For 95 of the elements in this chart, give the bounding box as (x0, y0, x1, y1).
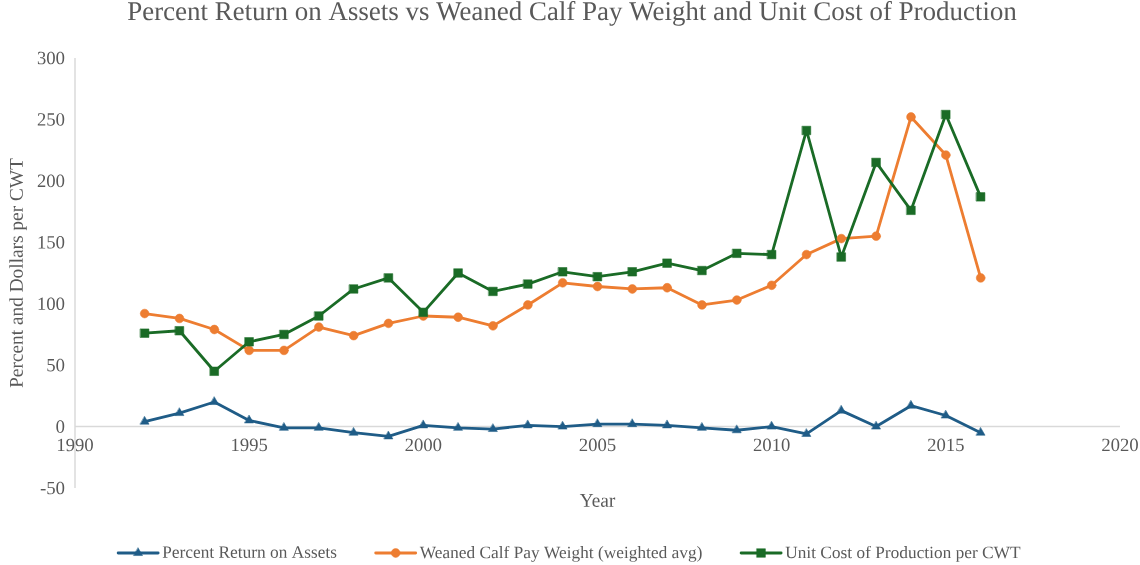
point (732, 424, 742, 434)
point (453, 268, 463, 278)
point (941, 410, 951, 419)
x-tick-label: 2010 (753, 438, 790, 452)
point (697, 300, 707, 310)
point (140, 328, 150, 338)
point (662, 258, 672, 268)
point (279, 329, 289, 339)
y-tick-label: 50 (47, 358, 65, 372)
point (349, 330, 359, 341)
point (140, 416, 150, 425)
point (941, 150, 951, 160)
point (697, 422, 707, 431)
x-tick-label: 2020 (1102, 438, 1138, 452)
point (871, 421, 881, 430)
legend-label: Unit Cost of Production per CWT (785, 545, 1021, 562)
point (767, 280, 777, 290)
x-tick-label: 2000 (405, 438, 442, 452)
x-tick-label: 2005 (579, 438, 616, 452)
y-tick-label: 0 (56, 420, 65, 433)
x-tick-label: 2015 (927, 438, 964, 452)
point (453, 422, 463, 431)
point (976, 273, 986, 283)
point (418, 420, 428, 429)
point (767, 250, 777, 260)
point (244, 415, 254, 424)
point (488, 321, 498, 331)
point (523, 420, 533, 429)
chart-title: Percent Return on Assets vs Weaned Calf Pay Weight and Unit Cost of Production (127, 1, 1017, 26)
point (592, 281, 603, 292)
point (383, 273, 394, 283)
point (488, 423, 498, 432)
point (627, 284, 637, 294)
x-tick-label: 1990 (57, 438, 93, 452)
point (314, 311, 324, 321)
point (279, 422, 289, 431)
point (453, 312, 463, 322)
y-axis-title: Percent and Dollars per CWT (9, 158, 27, 388)
point (801, 249, 812, 260)
point (767, 421, 777, 430)
point (558, 278, 568, 288)
point (801, 125, 812, 136)
point (244, 345, 254, 356)
point (279, 345, 289, 356)
point (383, 318, 394, 329)
y-tick-label: 100 (38, 297, 65, 311)
y-tick-label: 250 (37, 113, 65, 126)
x-tick-label: 1995 (232, 438, 268, 452)
point (871, 157, 881, 167)
point (558, 421, 568, 430)
point (906, 112, 916, 122)
point (174, 407, 185, 416)
point (906, 205, 916, 215)
point (627, 418, 637, 427)
point (488, 286, 498, 296)
point (174, 326, 185, 336)
point (140, 308, 150, 319)
x-axis-title: Year (579, 494, 616, 507)
point (941, 109, 951, 120)
y-tick-label: 200 (37, 174, 65, 188)
point (836, 233, 846, 244)
point (244, 337, 254, 347)
point (976, 427, 986, 436)
point (662, 283, 672, 293)
point (209, 366, 219, 376)
point (558, 267, 568, 277)
legend-label: Weaned Calf Pay Weight (weighted avg) (419, 545, 702, 562)
point (349, 284, 359, 294)
y-tick-label: -50 (40, 481, 65, 495)
point (349, 427, 359, 436)
point (523, 279, 533, 289)
point (627, 267, 637, 277)
point (662, 420, 672, 429)
point (697, 266, 707, 276)
point (836, 252, 846, 262)
point (592, 418, 603, 427)
point (523, 300, 533, 310)
point (174, 313, 185, 324)
point (314, 322, 324, 332)
point (209, 324, 219, 335)
point (383, 431, 394, 440)
point (871, 231, 881, 241)
legend-label: Percent Return on Assets (162, 546, 337, 558)
point (314, 422, 324, 431)
point (976, 192, 986, 202)
point (732, 248, 742, 258)
point (836, 405, 846, 414)
point (732, 295, 742, 305)
y-tick-label: 300 (37, 51, 65, 65)
point (209, 396, 219, 405)
point (592, 272, 603, 282)
point (906, 400, 916, 409)
point (801, 428, 812, 437)
y-tick-label: 150 (38, 235, 65, 249)
point (418, 307, 428, 317)
